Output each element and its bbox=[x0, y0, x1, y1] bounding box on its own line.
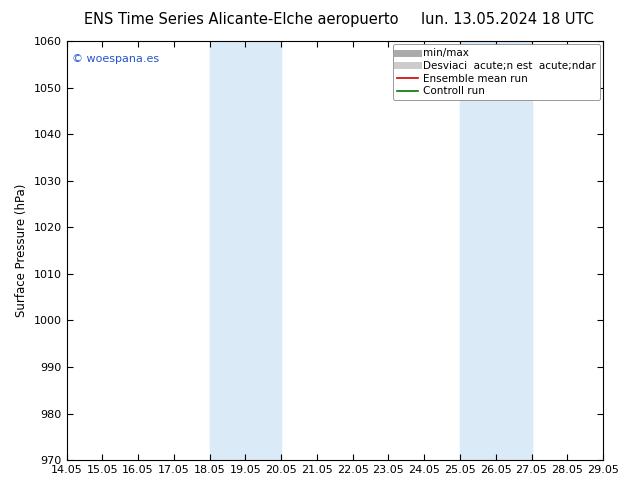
Y-axis label: Surface Pressure (hPa): Surface Pressure (hPa) bbox=[15, 184, 28, 318]
Bar bbox=[460, 41, 531, 460]
Text: lun. 13.05.2024 18 UTC: lun. 13.05.2024 18 UTC bbox=[421, 12, 593, 27]
Text: © woespana.es: © woespana.es bbox=[72, 53, 159, 64]
Text: ENS Time Series Alicante-Elche aeropuerto: ENS Time Series Alicante-Elche aeropuert… bbox=[84, 12, 398, 27]
Bar bbox=[210, 41, 281, 460]
Legend: min/max, Desviaci  acute;n est  acute;ndar, Ensemble mean run, Controll run: min/max, Desviaci acute;n est acute;ndar… bbox=[393, 44, 600, 100]
